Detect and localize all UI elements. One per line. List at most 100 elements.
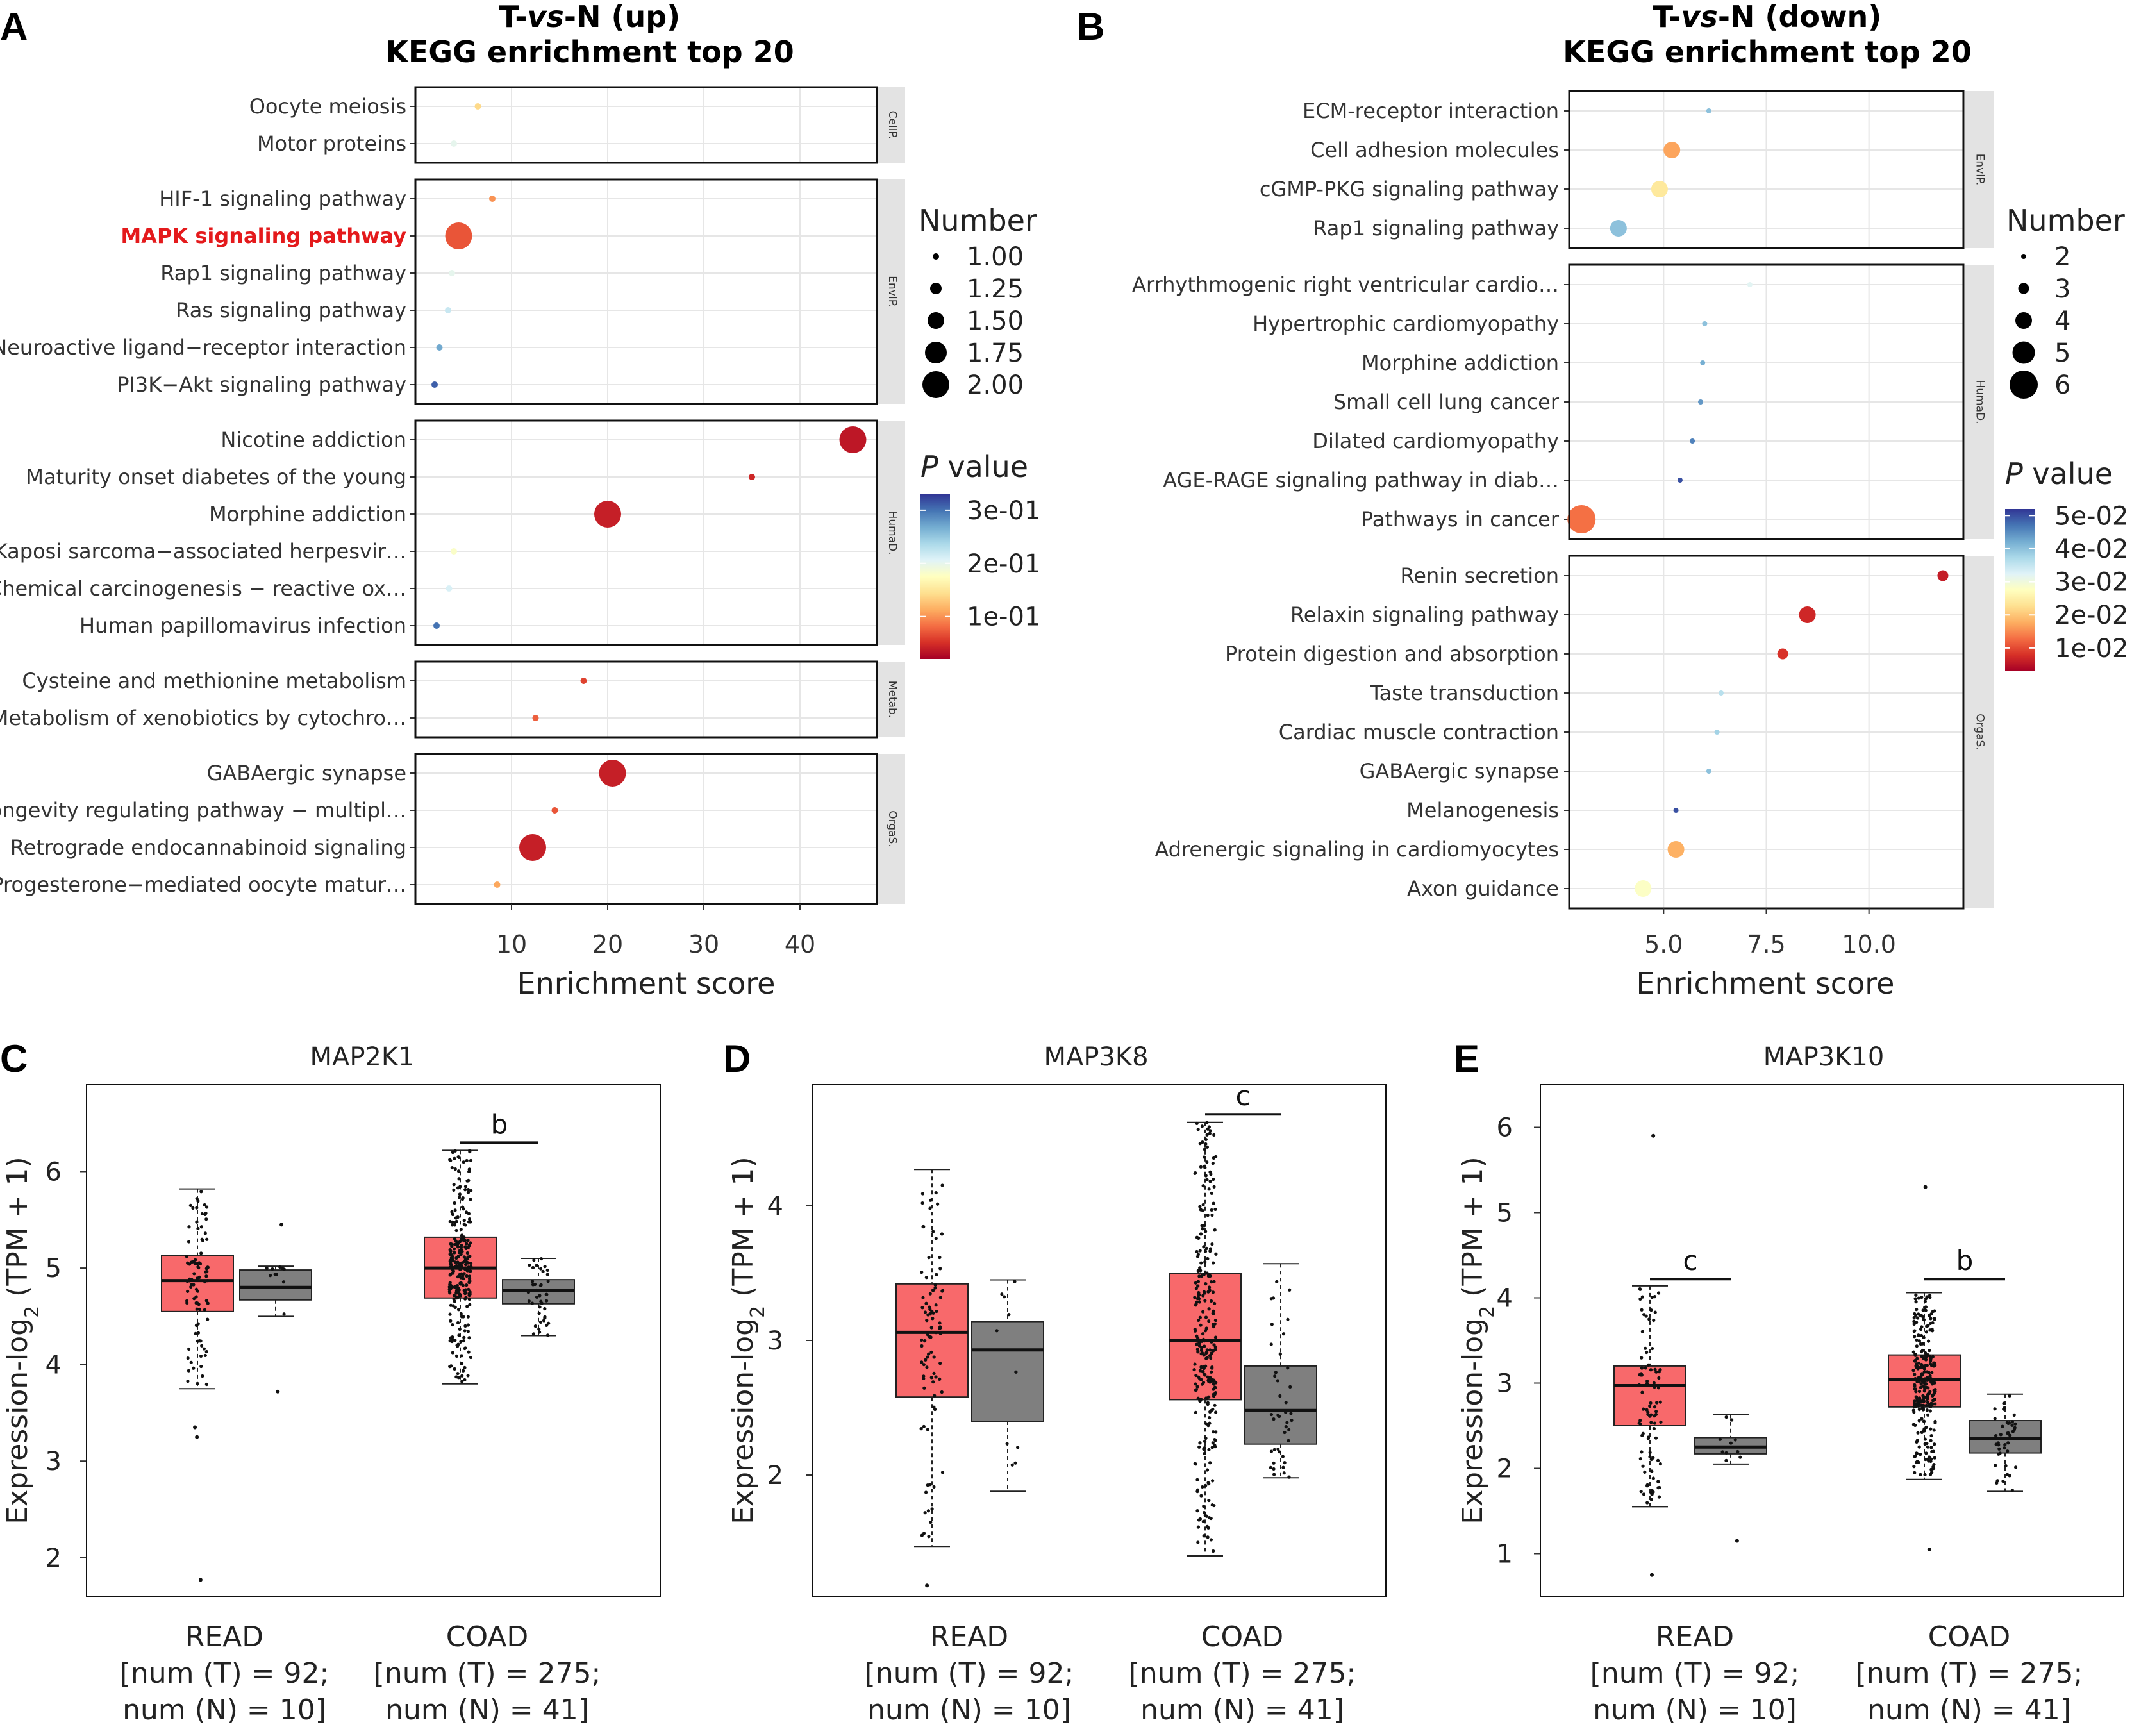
sample-point — [1210, 1242, 1214, 1246]
sample-point — [464, 1291, 468, 1295]
sample-point — [1924, 1403, 1928, 1408]
sample-point — [930, 1310, 934, 1314]
sample-point — [545, 1273, 549, 1276]
sample-point — [1199, 1232, 1203, 1236]
sample-point — [1287, 1475, 1291, 1479]
sample-point — [526, 1290, 530, 1294]
sample-point — [527, 1299, 531, 1303]
sample-point — [1915, 1401, 1919, 1405]
sample-point — [1649, 1498, 1653, 1501]
sample-point — [1195, 1348, 1199, 1351]
box-body — [1244, 1365, 1317, 1445]
term-dot — [599, 760, 626, 787]
facet-humad: Nicotine addiction Maturity onset diabete… — [0, 419, 905, 646]
sample-point — [282, 1312, 286, 1316]
sample-point — [1919, 1453, 1922, 1456]
sample-point — [204, 1349, 208, 1354]
colorbar — [2005, 509, 2035, 671]
sample-point — [1288, 1288, 1292, 1292]
sample-point — [1206, 1274, 1210, 1278]
sample-point — [1201, 1370, 1205, 1374]
facet-border — [1568, 263, 1965, 540]
chart-subtitle: KEGG enrichment top 20 — [385, 35, 794, 69]
sample-point — [1911, 1350, 1915, 1354]
sample-point — [1204, 1514, 1209, 1518]
sample-point — [1926, 1339, 1931, 1343]
term-label: GABAergic synapse — [1360, 759, 1559, 783]
sample-point — [1212, 1324, 1216, 1329]
sample-point — [1933, 1421, 1937, 1425]
term-label: Cardiac muscle contraction — [1279, 720, 1559, 744]
sample-point — [1193, 1362, 1197, 1366]
sample-point — [1720, 1450, 1724, 1454]
term-label: Arrhythmogenic right ventricular cardio… — [1132, 272, 1559, 297]
sample-point — [1198, 1249, 1202, 1253]
sample-point — [450, 1165, 454, 1170]
sample-point — [196, 1301, 199, 1305]
outlier-point — [276, 1389, 280, 1394]
sample-point — [1926, 1413, 1930, 1417]
term-label: Rap1 signaling pathway — [160, 261, 406, 285]
sample-point — [453, 1149, 457, 1153]
sample-point — [271, 1267, 274, 1271]
sample-point — [1203, 1260, 1207, 1264]
sample-point — [1933, 1402, 1937, 1406]
sample-point — [1196, 1253, 1200, 1256]
sample-point — [1651, 1476, 1655, 1480]
facet-humad: Arrhythmogenic right ventricular cardio…… — [1132, 263, 1994, 540]
sample-point — [196, 1381, 199, 1385]
sample-point — [1197, 1518, 1201, 1522]
y-axis-title-part: 2 — [1476, 1306, 1499, 1318]
sample-point — [2010, 1423, 2014, 1427]
term-label: PI3K−Akt signaling pathway — [117, 372, 406, 397]
sample-point — [453, 1251, 456, 1255]
sample-point — [1929, 1433, 1933, 1438]
y-tick-label: 6 — [1497, 1114, 1513, 1143]
term-label: GABAergic synapse — [207, 761, 406, 785]
sample-point — [451, 1150, 454, 1155]
sample-point — [453, 1265, 456, 1269]
sample-point — [543, 1306, 547, 1311]
sample-point — [1659, 1420, 1663, 1424]
sample-point — [1197, 1344, 1201, 1348]
sample-point — [2013, 1426, 2017, 1430]
facet-strip — [1965, 265, 1994, 539]
significance-label: b — [1956, 1245, 1974, 1276]
sample-point — [1213, 1318, 1218, 1323]
sample-point — [1922, 1318, 1926, 1322]
panel-letter-e: E — [1454, 1037, 1479, 1080]
size-legend-label: 5 — [2054, 338, 2070, 368]
sample-point — [462, 1369, 465, 1373]
size-legend-label: 6 — [2054, 371, 2070, 400]
sample-point — [466, 1246, 470, 1249]
sample-point — [1920, 1355, 1924, 1358]
y-tick-label: 4 — [1497, 1284, 1513, 1314]
sample-point — [1203, 1439, 1207, 1444]
size-legend: Number 1.001.251.501.75 2.00 — [919, 203, 1037, 400]
facet-strip-label: EnvIP. — [1974, 154, 1986, 186]
sample-point — [1193, 1327, 1197, 1331]
sample-point — [201, 1239, 204, 1242]
sample-point — [1926, 1392, 1929, 1397]
y-tick-label: 2 — [46, 1544, 62, 1573]
sample-point — [467, 1217, 472, 1221]
chart-title-part: -N (up) — [564, 0, 680, 34]
sample-point — [1014, 1370, 1018, 1374]
sample-point — [1932, 1428, 1936, 1432]
y-tick-label: 3 — [46, 1447, 62, 1476]
sample-point — [1929, 1317, 1933, 1321]
facet-background — [415, 754, 877, 904]
sample-point — [1924, 1451, 1928, 1455]
outlier-point — [1927, 1547, 1931, 1551]
sample-point — [1644, 1346, 1647, 1350]
sample-point — [458, 1273, 462, 1277]
facet-strip-label: OrgaS. — [1974, 714, 1986, 750]
outlier-point — [198, 1578, 203, 1582]
term-dot — [1690, 438, 1695, 444]
sample-point — [921, 1224, 925, 1229]
sample-point — [456, 1186, 460, 1190]
sample-point — [448, 1281, 452, 1285]
sample-point — [1273, 1374, 1277, 1378]
sample-point — [544, 1292, 548, 1296]
sample-point — [929, 1326, 933, 1330]
